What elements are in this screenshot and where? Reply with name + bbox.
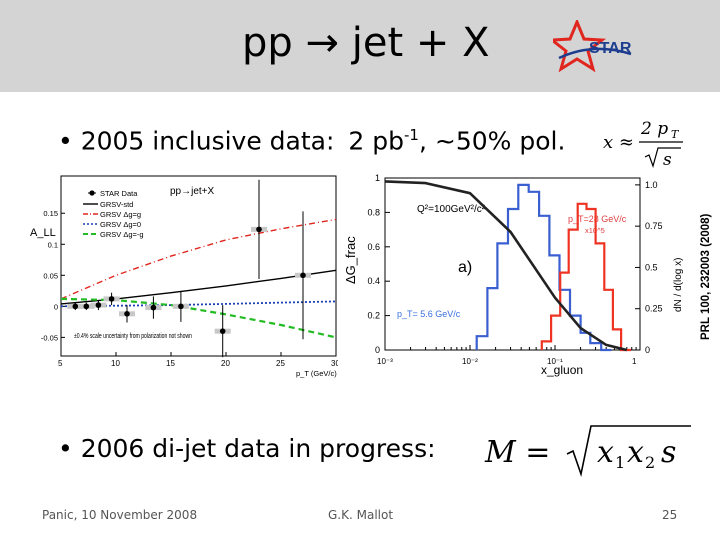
formula2-lhs: M = xyxy=(484,435,550,470)
data-point xyxy=(256,226,262,233)
formula2-x2: x xyxy=(627,435,644,470)
histogram-red-high-pt xyxy=(540,202,632,352)
star-logo-star-icon xyxy=(553,20,607,72)
data-point xyxy=(95,302,102,308)
legend-dot-star-data xyxy=(89,190,95,196)
legend-grsv-std: GRSV-std xyxy=(100,200,133,209)
plot-b-frame xyxy=(384,177,641,351)
dgfrac-vs-xgluon-plot: a) Q²=100GeV²/c² p_T=28 GeV/c x10^5 p_T=… xyxy=(345,173,684,377)
formula1-den: s xyxy=(663,150,672,170)
x-tick-label: 15 xyxy=(166,359,175,368)
y-tick-label: -0.05 xyxy=(41,333,58,342)
y-right-tick-label: 0.75 xyxy=(645,221,663,231)
footer-author: G.K. Mallot xyxy=(328,508,394,522)
y-left-tick-label: 1 xyxy=(375,173,380,183)
x-formula: x ≈ 2 p T s xyxy=(603,119,683,170)
bullet1-pol: , ~50% pol. xyxy=(418,126,566,156)
plot-a-title: pp→jet+X xyxy=(170,186,215,197)
legend-grsv-min: GRSV Δg=-g xyxy=(100,230,144,239)
formula2-x1: x xyxy=(597,435,614,470)
plot-b-xlabel: x_gluon xyxy=(541,363,583,377)
curve-dg-frac xyxy=(384,180,628,352)
star-logo-text: STAR xyxy=(589,40,632,57)
legend-star-data: STAR Data xyxy=(100,189,138,198)
citation-reference: PRL 100, 232003 (2008) xyxy=(700,213,712,340)
legend-grsv-max: GRSV Δg=g xyxy=(100,210,141,219)
formula2-sqrt xyxy=(566,425,691,477)
formula1-sqrt xyxy=(644,147,681,168)
bullet-2006-dijet: • 2006 di-jet data in progress: xyxy=(58,434,436,463)
footer-page-number: 25 xyxy=(662,508,678,522)
y-tick-label: 0.15 xyxy=(43,209,58,218)
star-logo-swoosh xyxy=(558,47,632,60)
plot-b-label-blue: p_T= 5.6 GeV/c xyxy=(397,309,461,319)
star-logo: STAR xyxy=(553,20,632,72)
plot-a-ylabel: A_LL xyxy=(30,227,56,239)
bullet-2005-data: • 2005 inclusive data: 2 pb-1, ~50% pol. xyxy=(58,126,565,155)
y-left-tick-label: 0.6 xyxy=(367,242,380,252)
y-tick-label: 0.1 xyxy=(48,240,58,249)
bullet1-sup: -1 xyxy=(404,126,419,144)
plot-b-ylabel-left: ΔG_frac xyxy=(345,236,358,284)
bullet1-lumi: 2 pb xyxy=(348,126,405,156)
formula2-sub2: 2 xyxy=(645,453,655,472)
x-tick-label: 25 xyxy=(276,359,285,368)
x-tick-label: 10⁻² xyxy=(462,357,478,366)
y-left-tick-label: 0.2 xyxy=(367,311,380,321)
x-tick-label: 10⁻¹ xyxy=(547,357,563,366)
data-point xyxy=(72,303,79,310)
formula1-lhs: x ≈ xyxy=(603,132,634,153)
data-point xyxy=(150,304,157,311)
curve-grsv-g-g xyxy=(60,218,337,300)
x-tick-label: 30 xyxy=(331,359,338,368)
plot-b-label-red: p_T=28 GeV/c xyxy=(568,214,627,224)
slide-title: pp → jet + X xyxy=(242,20,490,66)
data-point xyxy=(219,328,226,334)
mass-formula: M = x 1 x 2 s xyxy=(484,425,691,477)
formula1-sub: T xyxy=(671,128,680,141)
legend-grsv-zero: GRSV Δg=0 xyxy=(100,220,141,229)
formula1-num: 2 p xyxy=(640,119,668,139)
formula2-sub1: 1 xyxy=(615,453,625,472)
plot-a-legend: STAR Data GRSV-std GRSV Δg=g GRSV Δg=0 G… xyxy=(83,189,144,239)
y-left-tick-label: 0.4 xyxy=(367,276,380,286)
plot-a-xlabel: p_T (GeV/c) xyxy=(296,369,337,378)
formula2-s: s xyxy=(661,435,676,470)
plot-b-ylabel-right: dN / d(log x) xyxy=(673,258,684,312)
plot-b-panel-label: a) xyxy=(458,259,472,276)
plot-b-q2: Q²=100GeV²/c² xyxy=(417,204,486,215)
curve-grsv-g-0 xyxy=(60,300,337,308)
y-right-tick-label: 0.5 xyxy=(645,262,658,272)
footer-event: Panic, 10 November 2008 xyxy=(42,508,198,522)
x-tick-label: 10⁻³ xyxy=(377,357,393,366)
x-tick-label: 5 xyxy=(58,359,63,368)
x-tick-label: 1 xyxy=(632,357,637,366)
y-right-tick-label: 1.0 xyxy=(645,180,658,190)
y-tick-label: 0.05 xyxy=(43,271,58,280)
data-point xyxy=(108,296,115,302)
data-point xyxy=(83,303,90,310)
y-right-tick-label: 0 xyxy=(645,345,650,355)
x-tick-label: 10 xyxy=(111,359,120,368)
y-right-tick-label: 0.25 xyxy=(645,304,663,314)
data-point xyxy=(178,303,184,310)
x-tick-label: 20 xyxy=(221,359,230,368)
bullet1-main: • 2005 inclusive data: xyxy=(58,126,335,156)
y-left-tick-label: 0.8 xyxy=(367,207,380,217)
y-left-tick-label: 0 xyxy=(375,345,380,355)
data-point xyxy=(300,272,306,279)
plot-a-note: ±0.4% scale uncertainty from polarizatio… xyxy=(74,333,192,340)
y-tick-label: 0 xyxy=(54,302,58,311)
data-point xyxy=(124,310,130,317)
all-vs-pt-plot: A_LL p_T (GeV/c) pp→jet+X STAR Data GRSV… xyxy=(30,175,338,378)
title-bar: pp → jet + X STAR xyxy=(0,0,720,92)
